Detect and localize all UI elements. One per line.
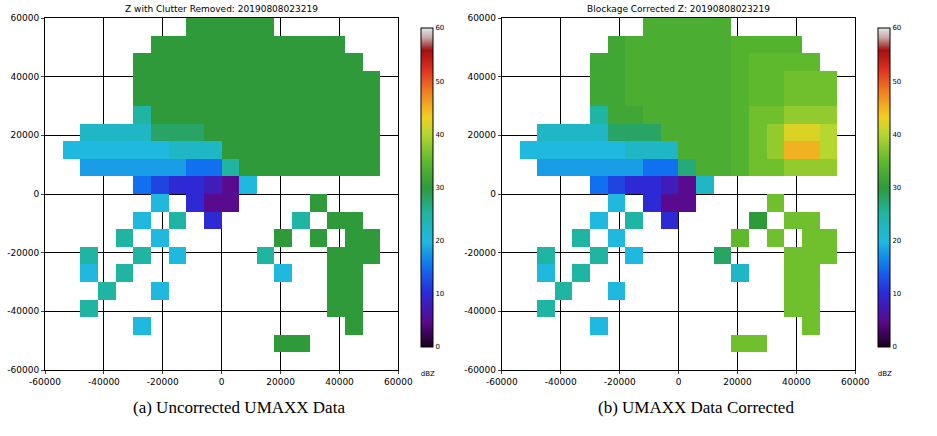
svg-text:60000: 60000: [467, 13, 496, 23]
svg-text:dBZ: dBZ: [878, 370, 892, 378]
svg-text:60: 60: [892, 24, 901, 32]
svg-text:50: 50: [435, 78, 444, 86]
svg-text:Z with Clutter Removed: 201908: Z with Clutter Removed: 20190808023219: [125, 4, 318, 14]
svg-text:0: 0: [892, 343, 896, 351]
svg-text:40000: 40000: [11, 72, 40, 82]
svg-text:0: 0: [490, 189, 496, 199]
svg-text:-60000: -60000: [29, 377, 61, 387]
svg-text:0: 0: [435, 343, 439, 351]
svg-text:-60000: -60000: [486, 377, 518, 387]
svg-text:50: 50: [892, 78, 901, 86]
svg-text:-40000: -40000: [7, 306, 39, 316]
svg-text:40: 40: [892, 131, 901, 139]
svg-text:20000: 20000: [266, 377, 295, 387]
svg-text:20000: 20000: [11, 130, 40, 140]
svg-text:10: 10: [892, 290, 901, 298]
svg-text:40000: 40000: [467, 72, 496, 82]
svg-text:-20000: -20000: [147, 377, 179, 387]
svg-text:-20000: -20000: [604, 377, 636, 387]
svg-text:30: 30: [892, 184, 901, 192]
svg-text:Blockage Corrected Z: 20190808: Blockage Corrected Z: 20190808023219: [587, 4, 770, 14]
svg-text:20: 20: [892, 237, 901, 245]
svg-text:-40000: -40000: [545, 377, 577, 387]
svg-text:20000: 20000: [723, 377, 752, 387]
svg-text:-20000: -20000: [7, 248, 39, 258]
svg-text:(a) Uncorrected UMAXX Data: (a) Uncorrected UMAXX Data: [133, 398, 345, 417]
svg-text:60000: 60000: [384, 377, 413, 387]
svg-text:40000: 40000: [782, 377, 811, 387]
svg-text:(b) UMAXX Data Corrected: (b) UMAXX Data Corrected: [598, 398, 794, 417]
svg-text:40000: 40000: [325, 377, 354, 387]
svg-text:60000: 60000: [841, 377, 870, 387]
svg-text:dBZ: dBZ: [421, 370, 435, 378]
svg-text:-40000: -40000: [464, 306, 496, 316]
svg-text:60: 60: [435, 24, 444, 32]
svg-text:0: 0: [676, 377, 682, 387]
svg-text:0: 0: [219, 377, 225, 387]
svg-text:-60000: -60000: [464, 365, 496, 375]
svg-text:-60000: -60000: [7, 365, 39, 375]
svg-text:30: 30: [435, 184, 444, 192]
svg-text:20: 20: [435, 237, 444, 245]
svg-text:-20000: -20000: [464, 248, 496, 258]
svg-text:10: 10: [435, 290, 444, 298]
svg-text:60000: 60000: [11, 13, 40, 23]
svg-text:20000: 20000: [467, 130, 496, 140]
svg-text:-40000: -40000: [88, 377, 120, 387]
svg-text:40: 40: [435, 131, 444, 139]
svg-text:0: 0: [33, 189, 39, 199]
